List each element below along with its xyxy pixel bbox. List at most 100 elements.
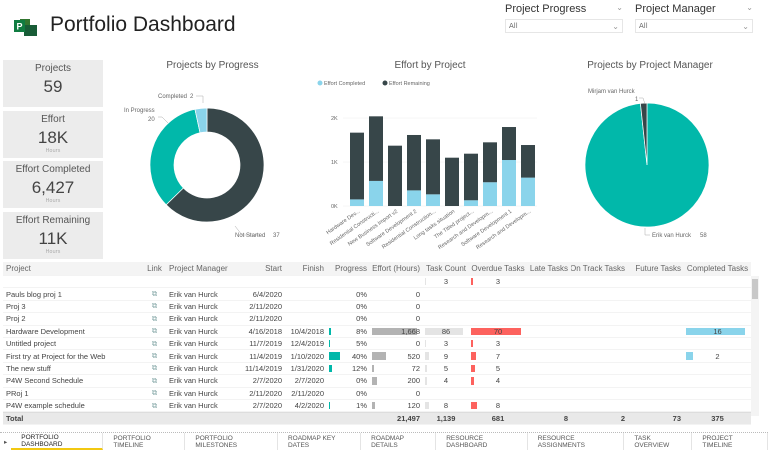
column-header[interactable]: Future Tasks [635, 264, 681, 273]
column-header[interactable]: Task Count [425, 264, 467, 273]
column-header[interactable]: Progress [334, 264, 367, 273]
table-cell [684, 338, 751, 349]
column-header[interactable]: Completed Tasks [686, 264, 749, 273]
kpi-title: Effort Completed [15, 164, 91, 175]
column-header[interactable]: On Track Tasks [571, 264, 625, 273]
table-cell: ⧉ [143, 350, 166, 361]
tab-task-overview[interactable]: TASK OVERVIEW [624, 433, 693, 450]
bar-segment[interactable] [350, 132, 364, 200]
table-cell: ⧉ [143, 301, 166, 312]
link-icon[interactable]: ⧉ [151, 301, 158, 311]
tab-roadmap-key-dates[interactable]: ROADMAP KEY DATES [278, 433, 362, 450]
chevron-down-icon[interactable]: ⌄ [616, 3, 623, 12]
link-icon[interactable]: ⧉ [151, 351, 158, 361]
project-manager-dropdown[interactable]: All ⌄ [635, 19, 753, 33]
kpi-card: Projects 59 [3, 60, 103, 107]
tab-portfolio-milestones[interactable]: PORTFOLIO MILESTONES [185, 433, 278, 450]
column-header[interactable]: Start [265, 264, 282, 273]
table-row[interactable]: Hardware Development ⧉ Erik van Hurck 4/16/… [3, 326, 751, 338]
table-row[interactable]: The new stuff ⧉ Erik van Hurck 11/14/2019 1/… [3, 363, 751, 376]
project-manager-slicer[interactable]: Project Manager ⌄ All ⌄ [635, 3, 753, 33]
table-cell: 1,139 [423, 413, 469, 424]
cell-text: 86 [441, 326, 451, 336]
table-cell [684, 400, 751, 411]
cell-text: 200 [407, 376, 420, 386]
pie-slice[interactable] [194, 107, 208, 134]
table-row[interactable]: Pauls blog proj 1 ⧉ Erik van Hurck 6/4/2020… [3, 288, 751, 301]
table-row[interactable]: P4W example schedule ⧉ Erik van Hurck 2/7/2… [3, 400, 751, 413]
column-header[interactable]: Project [6, 264, 31, 273]
table-cell: Proj 3 [3, 301, 143, 312]
scrollbar-thumb[interactable] [752, 279, 758, 299]
table-cell [423, 288, 469, 299]
table-row[interactable]: Proj 2 ⧉ Erik van Hurck 2/11/2020 0% 0 [3, 313, 751, 326]
project-progress-dropdown[interactable]: All ⌄ [505, 19, 623, 33]
bar-segment[interactable] [464, 153, 478, 201]
column-header[interactable]: Project Manager [169, 264, 228, 273]
tab-resource-dashboard[interactable]: RESOURCE DASHBOARD [436, 433, 528, 450]
table-row[interactable]: First try at Project for the Web ⧉ Erik va… [3, 350, 751, 363]
pie-slice[interactable] [165, 107, 265, 223]
bar-segment[interactable] [407, 190, 421, 206]
link-icon[interactable]: ⧉ [151, 338, 158, 348]
projects-by-manager-chart[interactable]: Mirjam van Hurck 1 Erik van Hurck 58 [560, 75, 750, 245]
tab-scroll-left-icon[interactable]: ▸ [4, 438, 8, 446]
table-cell: ⧉ [143, 338, 166, 349]
column-header[interactable]: Overdue Tasks [471, 264, 525, 273]
bar-segment[interactable] [521, 177, 535, 206]
effort-by-project-chart[interactable]: Effort Completed Effort Remaining0K1K2KHa… [305, 75, 545, 260]
bar-segment[interactable] [426, 194, 440, 206]
tab-resource-assignments[interactable]: RESOURCE ASSIGNMENTS [528, 433, 625, 450]
table-cell: Erik van Hurck [166, 375, 233, 386]
table-cell: P4W example schedule [3, 400, 143, 411]
cell-text: 0% [356, 301, 367, 311]
bar-segment[interactable] [445, 157, 459, 206]
table-scrollbar[interactable] [751, 276, 759, 416]
column-header[interactable]: Effort (Hours) [372, 264, 420, 273]
link-icon[interactable]: ⧉ [151, 375, 158, 385]
column-header[interactable]: Finish [302, 264, 324, 273]
table-total-row[interactable]: Total 21,497 1,139 681 8 2 73 375 [3, 412, 751, 426]
column-header[interactable]: Late Tasks [529, 264, 568, 273]
link-icon[interactable]: ⧉ [151, 400, 158, 410]
link-icon[interactable]: ⧉ [151, 289, 158, 299]
link-icon[interactable]: ⧉ [151, 313, 158, 323]
project-progress-slicer[interactable]: Project Progress ⌄ All ⌄ [505, 3, 623, 33]
bar-segment[interactable] [483, 142, 497, 183]
bar-segment[interactable] [521, 145, 535, 178]
bar-segment[interactable] [407, 134, 421, 191]
table-row[interactable]: Proj 3 ⧉ Erik van Hurck 2/11/2020 0% 0 [3, 301, 751, 314]
bar-segment[interactable] [426, 139, 440, 195]
tab-portfolio-timeline[interactable]: PORTFOLIO TIMELINE [103, 433, 186, 450]
bar-segment[interactable] [369, 180, 383, 206]
projects-by-progress-chart[interactable]: Not Started 37 In Progress 20 Completed 2 [110, 75, 310, 245]
tab-portfolio-dashboard[interactable]: PORTFOLIO DASHBOARD [11, 433, 104, 450]
bar-segment[interactable] [502, 127, 516, 161]
table-cell: 1,668 [370, 326, 423, 337]
table-cell [469, 301, 527, 312]
link-icon[interactable]: ⧉ [151, 388, 158, 398]
column-header[interactable]: Link [147, 264, 162, 273]
tab-roadmap-details[interactable]: ROADMAP DETAILS [361, 433, 437, 450]
cell-text: Erik van Hurck [169, 339, 218, 349]
kpi-value: 6,427 [31, 178, 75, 197]
pie-slice[interactable] [149, 108, 201, 206]
link-icon[interactable]: ⧉ [151, 363, 158, 373]
bar-segment[interactable] [350, 199, 364, 206]
bar-segment[interactable] [388, 145, 402, 206]
link-icon[interactable]: ⧉ [151, 326, 158, 336]
bar-segment[interactable] [483, 182, 497, 206]
table-row[interactable]: Untitled project ⧉ Erik van Hurck 11/7/2019… [3, 338, 751, 351]
bar-segment[interactable] [502, 160, 516, 206]
page-title: Portfolio Dashboard [50, 13, 236, 36]
chevron-down-icon[interactable]: ⌄ [746, 3, 753, 12]
tab-project-timeline[interactable]: PROJECT TIMELINE [692, 433, 768, 450]
pie-slice[interactable] [640, 102, 648, 166]
table-cell [571, 313, 628, 324]
bar-segment[interactable] [369, 116, 383, 181]
cell-text: 7 [495, 351, 501, 361]
bar-segment[interactable] [464, 200, 478, 206]
table-row[interactable]: PRoj 1 ⧉ Erik van Hurck 2/11/2020 2/11/2020 0… [3, 388, 751, 400]
table-row[interactable]: P4W Second Schedule ⧉ Erik van Hurck 2/7/20… [3, 375, 751, 388]
